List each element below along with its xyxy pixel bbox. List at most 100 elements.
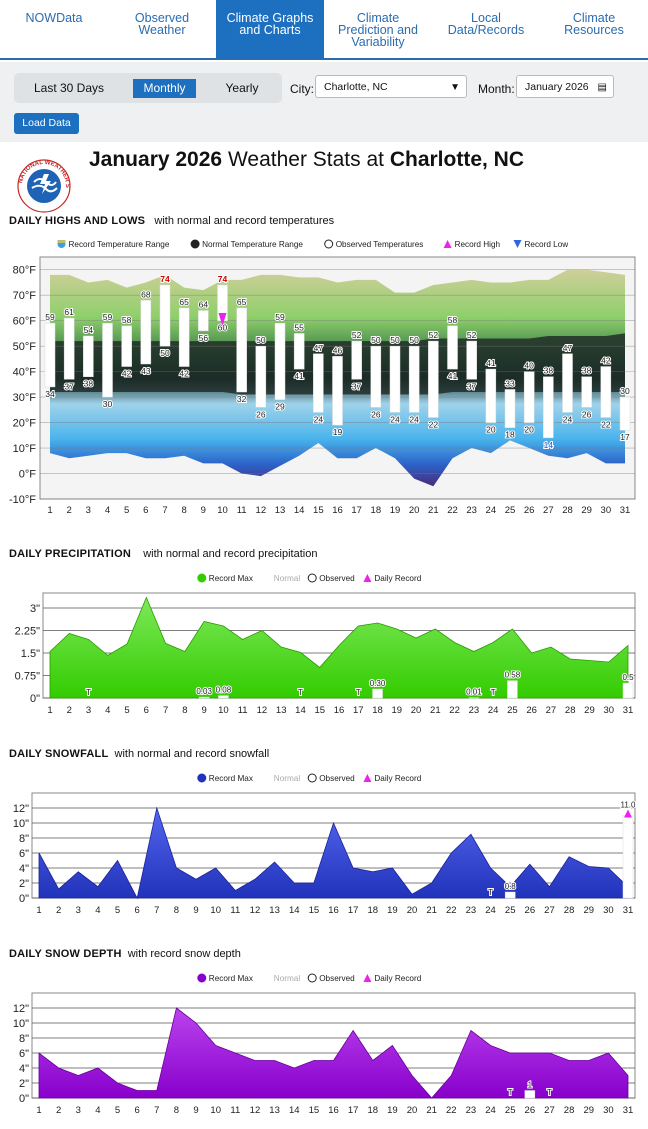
low-label: 26	[371, 409, 381, 419]
snowdepth-chart: Record Max Normal Observed Daily Record12"1…	[13, 973, 636, 1116]
temp-bar	[332, 356, 343, 426]
x-tick-label: 29	[583, 905, 594, 916]
y-tick-label: 4"	[19, 863, 29, 875]
high-label: 38	[544, 366, 554, 376]
x-tick-label: 13	[276, 705, 287, 716]
x-tick-label: 18	[367, 1105, 378, 1116]
x-tick-label: 9	[201, 705, 206, 716]
temp-bar	[485, 368, 497, 423]
x-tick-label: 5	[115, 905, 120, 916]
temp-bar	[159, 284, 171, 347]
x-tick-label: 21	[426, 905, 437, 916]
mode-yearly[interactable]: Yearly	[225, 81, 259, 95]
x-tick-label: 1	[47, 505, 52, 516]
mode-last-30-days[interactable]: Last 30 Days	[33, 81, 105, 95]
legend-label: Normal	[274, 774, 301, 783]
x-tick-label: 11	[237, 505, 247, 516]
low-label: 34	[45, 389, 55, 399]
city-select[interactable]: Charlotte, NC ▼	[315, 75, 467, 98]
legend-marker	[197, 973, 207, 983]
temp-bar	[255, 345, 267, 408]
temp-bar	[102, 322, 113, 398]
observed-label: 11.0	[621, 801, 637, 810]
x-tick-label: 25	[505, 1105, 516, 1116]
precip-chart: Record Max Normal Observed Daily Record 3" 2.…	[15, 573, 636, 716]
load-data-button[interactable]: Load Data	[14, 113, 79, 134]
tab-climate-prediction[interactable]: Climate Prediction and Variability	[324, 0, 432, 58]
low-label: 14	[544, 440, 554, 450]
high-label: 41	[486, 358, 496, 368]
y-tick-label: 50°F	[13, 341, 37, 353]
observed-bar	[198, 696, 210, 699]
x-tick-label: 12	[250, 905, 261, 916]
temp-bar	[236, 307, 247, 393]
x-tick-label: 7	[154, 905, 159, 916]
x-tick-label: 21	[426, 1105, 437, 1116]
x-tick-label: 16	[332, 505, 343, 516]
y-tick-label: 1.5"	[21, 648, 40, 660]
temp-bar	[523, 371, 535, 423]
tab-nowdata[interactable]: NOWData	[0, 0, 108, 58]
low-label: 60	[218, 323, 228, 333]
x-tick-label: 3	[86, 705, 91, 716]
legend-label: Observed	[319, 974, 355, 983]
low-label: 19	[333, 427, 343, 437]
high-label: 50	[409, 335, 419, 345]
legend-marker	[197, 773, 207, 783]
title-month: January 2026	[89, 148, 223, 171]
observed-label: T	[298, 688, 303, 697]
x-tick-label: 23	[469, 705, 480, 716]
temp-bar	[466, 340, 477, 380]
high-label: 54	[84, 325, 94, 335]
x-tick-label: 6	[135, 905, 140, 916]
high-label: 59	[275, 312, 285, 322]
legend-marker	[513, 240, 522, 248]
x-tick-label: 19	[390, 505, 401, 516]
depth-heading: DAILY SNOW DEPTH with record snow depth	[9, 948, 241, 960]
x-tick-label: 16	[328, 905, 339, 916]
observed-label: T	[86, 688, 91, 697]
x-tick-label: 17	[351, 505, 362, 516]
x-tick-label: 8	[174, 905, 179, 916]
tab-local-data[interactable]: Local Data/Records	[432, 0, 540, 58]
temp-bar	[543, 376, 554, 439]
x-tick-label: 1	[36, 1105, 41, 1116]
temp-bar	[63, 317, 75, 380]
observed-label: 0.30	[370, 679, 386, 688]
legend-marker	[324, 239, 334, 249]
x-tick-label: 1	[47, 705, 52, 716]
x-tick-label: 17	[348, 1105, 359, 1116]
high-label: 50	[256, 335, 266, 345]
x-tick-label: 4	[105, 505, 110, 516]
x-tick-label: 14	[295, 705, 306, 716]
month-input[interactable]: January 2026 ▤	[516, 75, 614, 98]
x-tick-label: 23	[466, 505, 477, 516]
x-tick-label: 2	[67, 705, 72, 716]
legend-label: Normal Temperature Range	[202, 240, 303, 249]
observed-bar	[504, 891, 516, 899]
tab-climate-resources[interactable]: Climate Resources	[540, 0, 648, 58]
mode-monthly[interactable]: Monthly	[133, 79, 196, 98]
x-tick-label: 27	[544, 905, 555, 916]
high-label: 61	[64, 307, 74, 317]
tab-climate-graphs[interactable]: Climate Graphs and Charts	[216, 0, 324, 58]
calendar-icon[interactable]: ▤	[597, 82, 607, 93]
title-middle: Weather Stats at	[227, 148, 384, 171]
observed-label: 0.03	[196, 687, 212, 696]
tab-observed-weather[interactable]: Observed Weather	[108, 0, 216, 58]
x-tick-label: 10	[218, 705, 229, 716]
x-tick-label: 17	[348, 905, 359, 916]
tab-label: Local Data/Records	[447, 11, 525, 37]
record-max-area	[38, 806, 629, 900]
x-tick-label: 22	[446, 905, 457, 916]
x-tick-label: 11	[238, 705, 248, 716]
high-label: 52	[429, 330, 439, 340]
legend-label: Daily Record	[374, 574, 421, 583]
y-tick-label: 10°F	[13, 443, 37, 455]
high-label: 55	[294, 322, 304, 332]
temp-bar	[198, 310, 209, 332]
x-tick-label: 1	[36, 905, 41, 916]
y-tick-label: 0°F	[19, 469, 37, 481]
legend-label: Record Temperature Range	[69, 240, 170, 249]
temp-bar	[351, 340, 362, 380]
